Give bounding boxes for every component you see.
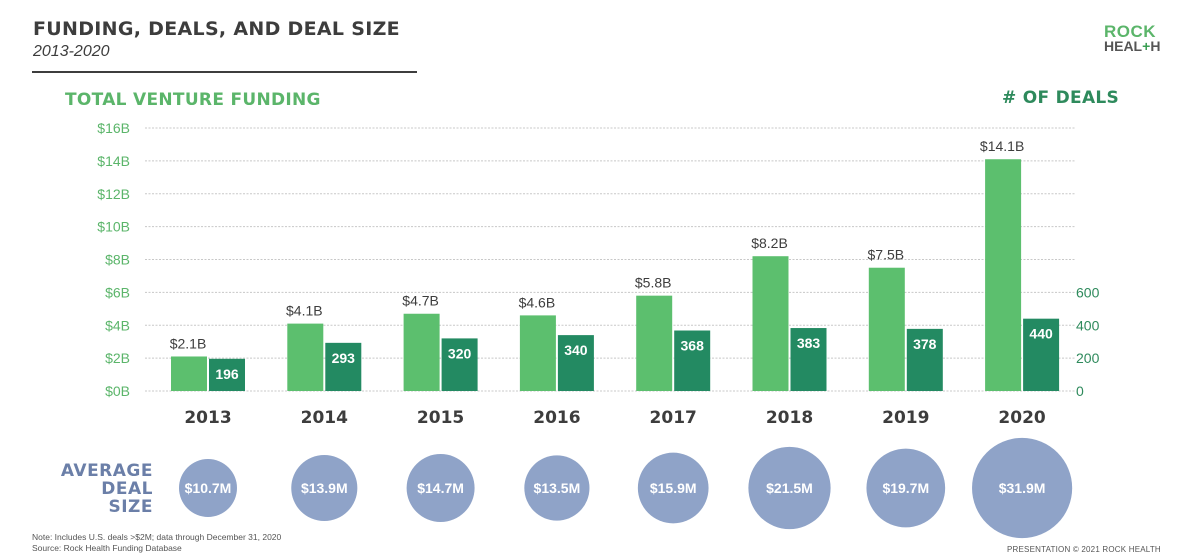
logo-text-b: H bbox=[1150, 38, 1161, 54]
funding-bar bbox=[868, 267, 905, 391]
funding-label: $8.2B bbox=[751, 235, 788, 251]
funding-label: $4.1B bbox=[286, 303, 323, 319]
deals-bar bbox=[906, 328, 943, 391]
left-axis-title: TOTAL VENTURE FUNDING bbox=[65, 90, 321, 110]
deals-bar bbox=[441, 338, 478, 391]
logo-plus-icon: + bbox=[1142, 38, 1151, 54]
deals-bar bbox=[325, 342, 362, 391]
deal-size-label: $13.5M bbox=[534, 480, 581, 496]
deals-bar bbox=[674, 330, 711, 391]
funding-bar bbox=[752, 256, 789, 391]
right-axis-tick: 400 bbox=[1076, 317, 1100, 333]
deal-size-label: $21.5M bbox=[766, 480, 813, 496]
year-label: 2013 bbox=[184, 408, 231, 428]
deal-size-label: $10.7M bbox=[185, 480, 232, 496]
source-text: Source: Rock Health Funding Database bbox=[32, 543, 182, 553]
footnote: Note: Includes U.S. deals >$2M; data thr… bbox=[32, 532, 281, 554]
funding-label: $5.8B bbox=[635, 275, 672, 291]
left-axis-tick: $4B bbox=[105, 317, 130, 333]
funding-label: $2.1B bbox=[170, 335, 207, 351]
left-axis-tick: $8B bbox=[105, 252, 130, 268]
deals-bar bbox=[557, 335, 594, 391]
right-axis-title: # OF DEALS bbox=[1002, 88, 1120, 108]
deal-size-bubble bbox=[866, 448, 946, 528]
deal-size-label: $14.7M bbox=[417, 480, 464, 496]
funding-label: $4.7B bbox=[402, 293, 439, 309]
right-axis-tick: 0 bbox=[1076, 383, 1084, 399]
funding-bar bbox=[403, 313, 440, 391]
avg-label-line: DEAL bbox=[101, 479, 153, 499]
right-axis-tick: 200 bbox=[1076, 350, 1100, 366]
avg-label-line: AVERAGE bbox=[60, 461, 153, 481]
funding-label: $14.1B bbox=[980, 138, 1024, 154]
chart-subtitle: 2013-2020 bbox=[33, 43, 110, 60]
funding-bar bbox=[636, 295, 673, 391]
year-label: 2019 bbox=[882, 408, 929, 428]
deal-size-label: $13.9M bbox=[301, 480, 348, 496]
funding-bar bbox=[171, 356, 207, 391]
deal-size-bubble bbox=[406, 454, 475, 522]
deals-label: 196 bbox=[215, 366, 239, 382]
deals-label: 368 bbox=[681, 338, 705, 354]
year-label: 2018 bbox=[766, 408, 813, 428]
year-label: 2017 bbox=[650, 408, 697, 428]
deal-size-bubble bbox=[748, 446, 831, 530]
funding-label: $4.6B bbox=[519, 294, 556, 310]
funding-bar bbox=[985, 159, 1022, 391]
funding-bar bbox=[519, 315, 556, 391]
deals-label: 340 bbox=[564, 342, 588, 358]
left-axis-tick: $16B bbox=[97, 120, 130, 136]
left-axis-tick: $0B bbox=[105, 383, 130, 399]
deals-bar bbox=[790, 328, 827, 391]
year-label: 2016 bbox=[533, 408, 580, 428]
deal-size-bubble bbox=[524, 455, 590, 521]
logo-line-1: ROCK bbox=[1104, 22, 1157, 41]
year-label: 2015 bbox=[417, 408, 464, 428]
avg-label-line: SIZE bbox=[108, 497, 153, 517]
deal-size-bubble bbox=[291, 454, 358, 522]
deal-size-bubble bbox=[972, 437, 1073, 539]
left-axis-tick: $6B bbox=[105, 284, 130, 300]
deal-size-label: $31.9M bbox=[999, 480, 1046, 496]
copyright: PRESENTATION © 2021 ROCK HEALTH bbox=[1007, 545, 1161, 554]
title-divider bbox=[32, 71, 417, 73]
deal-size-label: $15.9M bbox=[650, 480, 697, 496]
year-label: 2020 bbox=[998, 408, 1045, 428]
left-axis-tick: $14B bbox=[97, 153, 130, 169]
left-axis-tick: $10B bbox=[97, 219, 130, 235]
rock-health-logo: ROCK HEAL+H bbox=[1104, 22, 1160, 54]
average-deal-size-label: AVERAGE DEAL SIZE bbox=[45, 462, 153, 516]
logo-text-a: HEAL bbox=[1104, 38, 1143, 54]
note-text: Note: Includes U.S. deals >$2M; data thr… bbox=[32, 532, 282, 542]
deals-label: 293 bbox=[332, 350, 356, 366]
funding-label: $7.5B bbox=[868, 247, 905, 263]
deals-bar bbox=[209, 358, 245, 391]
left-axis-tick: $12B bbox=[97, 186, 130, 202]
right-axis-tick: 600 bbox=[1076, 284, 1100, 300]
year-label: 2014 bbox=[301, 408, 348, 428]
deals-bar bbox=[1023, 318, 1060, 391]
deals-label: 320 bbox=[448, 345, 472, 361]
deals-label: 383 bbox=[797, 335, 821, 351]
chart-title: FUNDING, DEALS, AND DEAL SIZE bbox=[33, 18, 400, 40]
deal-size-bubble bbox=[637, 452, 709, 524]
deals-label: 440 bbox=[1029, 326, 1053, 342]
funding-bar bbox=[287, 323, 324, 391]
deal-size-bubble bbox=[179, 459, 237, 517]
deals-label: 378 bbox=[913, 336, 937, 352]
logo-line-2: HEAL+H bbox=[1104, 39, 1160, 54]
deal-size-label: $19.7M bbox=[882, 480, 929, 496]
left-axis-tick: $2B bbox=[105, 350, 130, 366]
